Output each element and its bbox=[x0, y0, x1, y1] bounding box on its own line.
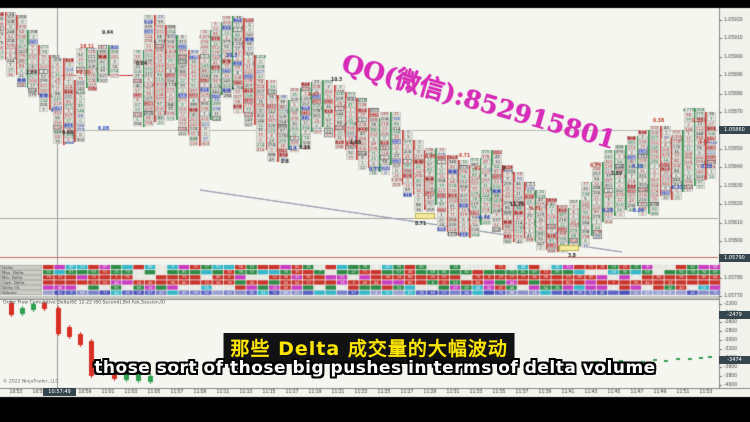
delta-axis-badge-upper: -2479 bbox=[719, 311, 750, 319]
delta-axis-badge-current: -3474 bbox=[719, 356, 750, 364]
subtitle-chinese: 那些 Delta 成交量的大幅波动 bbox=[223, 333, 515, 364]
subtitle-english: those sort of those big pushes in terms … bbox=[94, 358, 656, 378]
session-start-time-badge: 10:57:49 bbox=[43, 388, 76, 396]
ninjatrader-copyright: © 2022 NinjaTrader, LLC bbox=[3, 379, 59, 385]
cumulative-delta-indicator-label: Order Flow Cumulative Delta(6E 12-22 (60… bbox=[3, 300, 165, 306]
settlement-price-axis-badge: 1.05790 bbox=[719, 254, 750, 262]
last-price-axis-badge: 1.05860 bbox=[719, 126, 750, 134]
